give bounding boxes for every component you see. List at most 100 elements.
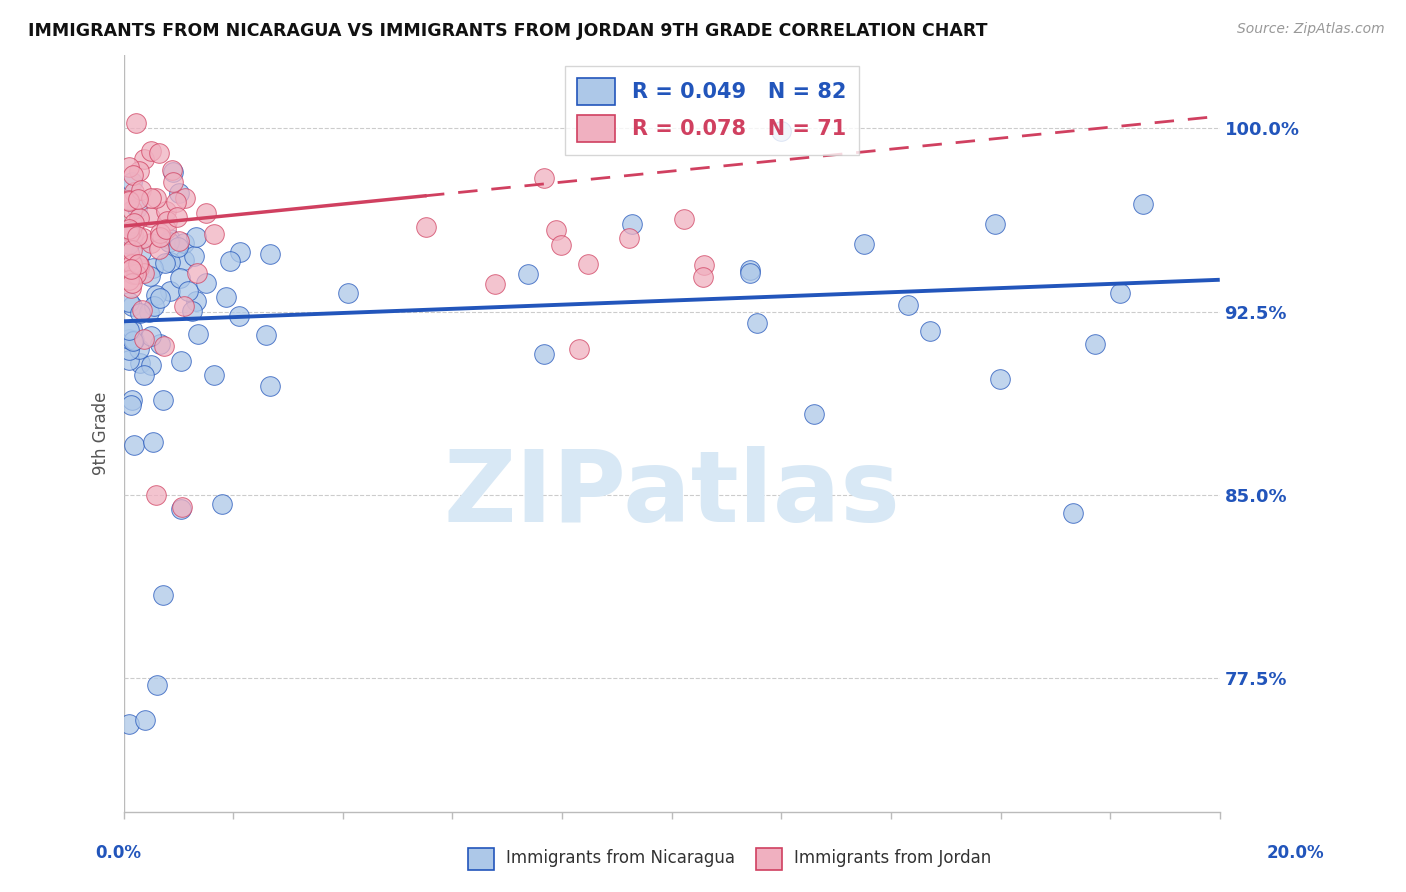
Point [897, 298, 920, 312]
Point [132, 231, 155, 245]
Point [173, 235, 195, 250]
Point [218, 254, 240, 268]
Point [259, 247, 281, 261]
Point [142, 434, 165, 449]
Point [127, 258, 149, 272]
Point [156, 214, 179, 228]
Point [162, 165, 184, 179]
Point [139, 190, 162, 204]
Point [484, 277, 506, 292]
Point [1084, 337, 1107, 351]
Point [186, 294, 208, 309]
Point [122, 185, 145, 199]
Point [165, 194, 187, 209]
Text: 20.0%: 20.0% [1267, 844, 1324, 862]
Point [692, 258, 714, 272]
Point [121, 243, 143, 257]
Text: Source: ZipAtlas.com: Source: ZipAtlas.com [1237, 22, 1385, 37]
Point [145, 678, 167, 692]
Point [121, 392, 143, 407]
Point [174, 191, 197, 205]
Point [211, 497, 233, 511]
Point [120, 223, 142, 237]
Point [148, 226, 170, 240]
Point [145, 288, 167, 302]
Point [128, 261, 150, 276]
Point [162, 175, 184, 189]
Point [167, 186, 190, 200]
Point [173, 253, 195, 268]
Point [1062, 506, 1084, 520]
Point [122, 216, 145, 230]
Point [173, 299, 195, 313]
Point [336, 285, 359, 300]
Text: Immigrants from Jordan: Immigrants from Jordan [794, 849, 991, 867]
Point [166, 240, 188, 254]
Point [139, 210, 162, 224]
Point [118, 273, 141, 287]
Point [131, 303, 153, 318]
Point [122, 168, 145, 182]
Point [121, 257, 143, 271]
Point [259, 378, 281, 392]
Point [159, 231, 181, 245]
Point [141, 358, 163, 372]
Point [122, 438, 145, 452]
Point [127, 192, 149, 206]
Point [142, 261, 165, 276]
Point [138, 305, 160, 319]
Point [139, 144, 162, 158]
Text: ZIPatlas: ZIPatlas [443, 446, 900, 542]
Point [121, 202, 143, 217]
Point [169, 270, 191, 285]
Point [121, 255, 143, 269]
Point [118, 245, 141, 260]
Point [215, 290, 238, 304]
Point [149, 230, 172, 244]
Point [187, 326, 209, 341]
Point [254, 327, 277, 342]
Point [125, 201, 148, 215]
Point [692, 270, 714, 285]
Point [145, 192, 167, 206]
Point [128, 342, 150, 356]
Point [118, 343, 141, 357]
Point [128, 258, 150, 272]
Point [120, 398, 142, 412]
Point [129, 183, 152, 197]
Point [134, 713, 156, 727]
Point [132, 153, 155, 167]
Point [118, 194, 141, 208]
Point [121, 322, 143, 336]
Point [124, 333, 146, 347]
Point [533, 347, 555, 361]
Point [160, 163, 183, 178]
Point [673, 212, 696, 227]
Point [1132, 197, 1154, 211]
Point [120, 261, 142, 276]
Point [118, 353, 141, 368]
Point [195, 276, 218, 290]
Point [166, 211, 188, 225]
Point [139, 269, 162, 284]
Legend: R = 0.049   N = 82, R = 0.078   N = 71: R = 0.049 N = 82, R = 0.078 N = 71 [565, 65, 859, 154]
Point [142, 300, 165, 314]
Point [738, 263, 761, 277]
Point [118, 323, 141, 337]
Point [134, 368, 156, 383]
Point [853, 236, 876, 251]
Point [152, 588, 174, 602]
Point [155, 203, 177, 218]
Point [153, 339, 176, 353]
Point [149, 337, 172, 351]
Point [988, 372, 1011, 386]
Point [1109, 285, 1132, 300]
Point [132, 332, 155, 346]
Point [181, 304, 204, 318]
Point [159, 284, 181, 298]
Point [177, 284, 200, 298]
Point [517, 267, 540, 281]
Point [121, 299, 143, 313]
Point [141, 329, 163, 343]
Point [738, 266, 761, 280]
